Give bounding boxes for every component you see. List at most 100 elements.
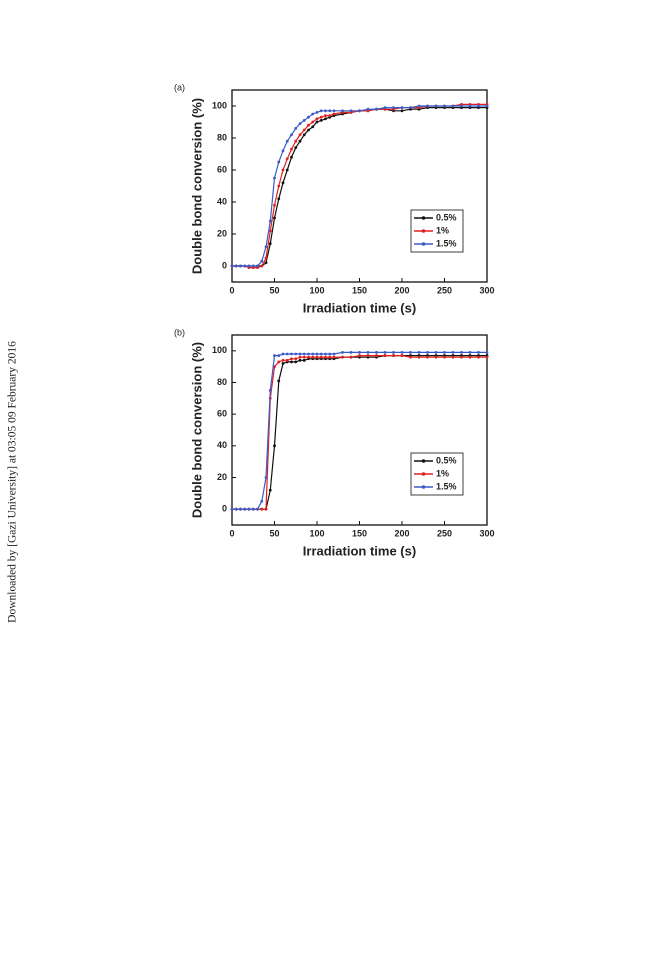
- data-point: [434, 355, 438, 359]
- data-point: [290, 147, 293, 151]
- data-point: [349, 351, 353, 354]
- data-point: [277, 184, 281, 188]
- legend-marker: [421, 485, 426, 489]
- data-point: [281, 168, 285, 172]
- data-point: [247, 264, 251, 268]
- legend-label: 1%: [436, 225, 449, 235]
- data-point: [268, 242, 272, 246]
- data-point: [298, 133, 302, 137]
- data-point: [302, 119, 306, 122]
- data-point: [298, 122, 302, 125]
- data-point: [273, 203, 276, 207]
- data-point: [392, 106, 395, 109]
- data-point: [277, 197, 281, 201]
- data-point: [324, 352, 327, 356]
- data-point: [298, 355, 302, 359]
- data-point: [358, 354, 361, 357]
- data-point: [328, 114, 332, 117]
- data-point: [328, 355, 332, 359]
- data-point: [230, 264, 234, 268]
- data-point: [417, 355, 421, 359]
- x-tick-label: 50: [269, 285, 279, 295]
- data-point: [443, 351, 446, 354]
- data-point: [273, 176, 276, 180]
- x-tick-label: 250: [437, 528, 452, 538]
- data-point: [294, 352, 298, 356]
- data-point: [281, 358, 285, 362]
- data-point: [383, 106, 387, 109]
- data-point: [315, 120, 319, 124]
- data-point: [383, 351, 387, 354]
- data-point: [256, 264, 259, 268]
- data-point: [366, 354, 370, 357]
- data-point: [273, 354, 276, 357]
- panel-label: (a): [174, 82, 185, 92]
- data-point: [332, 355, 336, 359]
- y-tick-label: 80: [217, 377, 227, 387]
- data-point: [285, 168, 289, 172]
- data-point: [281, 149, 285, 153]
- data-point: [273, 444, 276, 448]
- data-point: [468, 104, 472, 108]
- data-point: [307, 352, 310, 356]
- data-point: [277, 379, 281, 383]
- data-point: [400, 109, 404, 113]
- x-tick-label: 200: [394, 285, 409, 295]
- data-point: [290, 133, 293, 137]
- data-point: [328, 352, 332, 356]
- data-point: [260, 507, 264, 511]
- data-point: [460, 351, 463, 354]
- x-axis-label: Irradiation time (s): [303, 543, 416, 558]
- data-point: [383, 354, 387, 357]
- y-tick-label: 40: [217, 196, 227, 206]
- data-point: [451, 355, 455, 359]
- x-tick-label: 0: [229, 285, 234, 295]
- y-tick-label: 100: [212, 100, 227, 110]
- x-tick-label: 150: [352, 528, 367, 538]
- data-point: [485, 104, 489, 108]
- data-point: [302, 355, 306, 359]
- data-point: [409, 355, 412, 359]
- data-point: [311, 112, 315, 116]
- data-point: [277, 354, 281, 357]
- data-point: [251, 507, 255, 511]
- legend-label: 1%: [436, 468, 449, 478]
- y-tick-label: 0: [222, 504, 227, 514]
- x-tick-label: 100: [309, 285, 324, 295]
- data-point: [358, 351, 361, 354]
- data-point: [400, 351, 404, 354]
- data-point: [392, 351, 395, 354]
- data-point: [366, 107, 370, 111]
- data-point: [460, 104, 463, 108]
- data-point: [285, 139, 289, 143]
- data-point: [307, 128, 310, 132]
- data-point: [375, 354, 378, 357]
- data-point: [477, 355, 480, 359]
- data-point: [294, 126, 298, 130]
- legend-label: 0.5%: [436, 212, 457, 222]
- data-point: [426, 355, 429, 359]
- data-point: [311, 352, 315, 356]
- data-point: [328, 109, 332, 113]
- legend-marker: [421, 459, 426, 463]
- data-point: [349, 109, 353, 113]
- data-point: [434, 104, 438, 108]
- x-tick-label: 300: [479, 528, 494, 538]
- data-point: [319, 352, 323, 356]
- data-point: [260, 499, 264, 503]
- data-point: [264, 476, 268, 479]
- y-axis-label: Double bond conversion (%): [189, 98, 204, 274]
- data-point: [256, 507, 259, 511]
- y-tick-label: 60: [217, 409, 227, 419]
- data-point: [277, 360, 281, 364]
- data-point: [443, 104, 446, 108]
- legend-marker: [421, 472, 426, 476]
- data-point: [319, 119, 323, 122]
- data-point: [290, 155, 293, 159]
- x-tick-label: 50: [269, 528, 279, 538]
- data-point: [302, 358, 306, 362]
- data-point: [239, 264, 242, 268]
- legend-label: 1.5%: [436, 238, 457, 248]
- data-point: [324, 355, 327, 359]
- y-axis-label: Double bond conversion (%): [189, 342, 204, 518]
